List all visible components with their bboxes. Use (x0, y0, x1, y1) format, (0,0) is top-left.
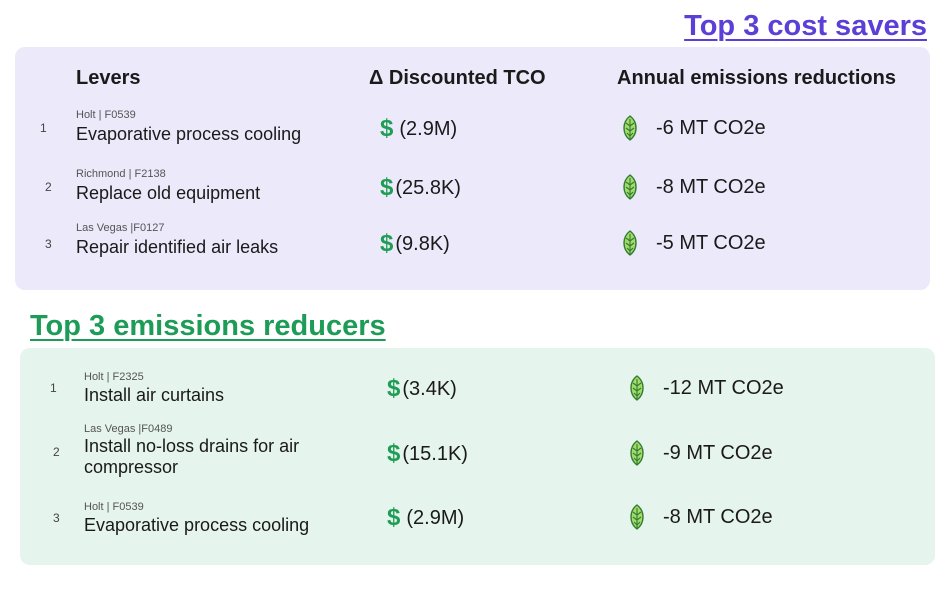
emissions-value: -8 MT CO2e (620, 174, 766, 200)
emissions-amount: -12 MT CO2e (663, 376, 784, 399)
leaf-icon (630, 440, 644, 466)
lever-location: Las Vegas |F0127 (76, 222, 165, 234)
lever-location: Holt | F0539 (76, 109, 136, 121)
row-index: 3 (45, 237, 52, 251)
dollar-icon: $ (380, 230, 394, 257)
lever-name: Evaporative process cooling (84, 515, 310, 535)
emissions-amount: -8 MT CO2e (656, 175, 766, 198)
row-index: 1 (50, 381, 57, 395)
lever-name: Repair identified air leaks (76, 237, 279, 257)
table-row[interactable]: 1 Holt | F2325 Install air curtains $ (3… (20, 371, 935, 421)
lever-location: Richmond | F2138 (76, 168, 166, 180)
levers-header: Levers (76, 67, 141, 89)
dollar-icon: $ (387, 440, 401, 467)
cost-savers-card: Levers Δ Discounted TCO Annual emissions… (15, 47, 930, 290)
row-index: 1 (40, 121, 47, 135)
lever-name: Install no-loss drains for air compresso… (84, 436, 300, 477)
row-index: 2 (53, 445, 60, 459)
dollar-icon: $ (387, 504, 401, 531)
lever-name: Replace old equipment (76, 183, 261, 203)
tco-amount: (25.8K) (395, 176, 461, 199)
row-index: 3 (53, 511, 60, 525)
lever-name: Install air curtains (84, 385, 225, 405)
table-row[interactable]: 3 Holt | F0539 Evaporative process cooli… (20, 501, 935, 551)
leaf-icon (623, 230, 637, 256)
table-row[interactable]: 2 Las Vegas |F0489 Install no-loss drain… (20, 423, 935, 479)
tco-value: $ (15.1K) (387, 440, 468, 468)
emissions-value: -12 MT CO2e (627, 375, 784, 401)
leaf-icon (630, 375, 644, 401)
lever-location: Holt | F2325 (84, 371, 144, 383)
table-row[interactable]: 1 Holt | F0539 Evaporative process cooli… (15, 109, 930, 159)
dollar-icon: $ (380, 115, 394, 142)
row-index: 2 (45, 180, 52, 194)
emissions-amount: -6 MT CO2e (656, 116, 766, 139)
tco-value: $ (2.9M) (380, 115, 457, 143)
dollar-icon: $ (387, 375, 401, 402)
emissions-amount: -9 MT CO2e (663, 441, 773, 464)
emissions-value: -6 MT CO2e (620, 115, 766, 141)
tco-amount: (9.8K) (395, 232, 450, 255)
leaf-icon (623, 174, 637, 200)
emissions-value: -5 MT CO2e (620, 230, 766, 256)
emissions-amount: -8 MT CO2e (663, 505, 773, 528)
emissions-header: Annual emissions reductions (617, 67, 896, 89)
emissions-value: -9 MT CO2e (627, 440, 773, 466)
tco-value: $ (2.9M) (387, 504, 464, 532)
table-row[interactable]: 3 Las Vegas |F0127 Repair identified air… (15, 222, 930, 272)
emissions-value: -8 MT CO2e (627, 504, 773, 530)
emissions-reducers-card: 1 Holt | F2325 Install air curtains $ (3… (20, 348, 935, 565)
tco-header: Δ Discounted TCO (369, 67, 546, 89)
emissions-amount: -5 MT CO2e (656, 231, 766, 254)
tco-amount: (3.4K) (402, 377, 457, 400)
lever-location: Las Vegas |F0489 (84, 423, 173, 435)
leaf-icon (630, 504, 644, 530)
table-row[interactable]: 2 Richmond | F2138 Replace old equipment… (15, 168, 930, 218)
tco-value: $ (3.4K) (387, 375, 457, 403)
tco-amount: (2.9M) (406, 506, 465, 529)
cost-savers-title: Top 3 cost savers (684, 10, 927, 42)
lever-name: Evaporative process cooling (76, 124, 302, 144)
emissions-reducers-title: Top 3 emissions reducers (30, 310, 386, 342)
lever-location: Holt | F0539 (84, 501, 144, 513)
tco-amount: (15.1K) (402, 442, 468, 465)
tco-value: $ (25.8K) (380, 174, 461, 202)
leaf-icon (623, 115, 637, 141)
tco-value: $ (9.8K) (380, 230, 450, 258)
tco-amount: (2.9M) (399, 117, 458, 140)
dollar-icon: $ (380, 174, 394, 201)
